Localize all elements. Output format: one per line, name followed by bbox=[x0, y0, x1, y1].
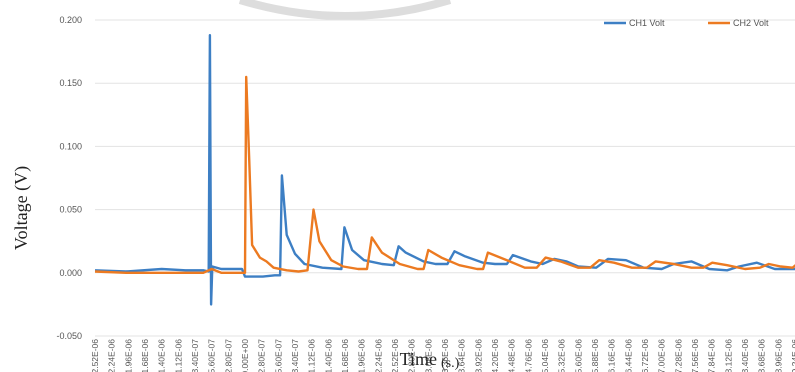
x-tick-label: -1.40E-06 bbox=[157, 339, 167, 372]
x-tick-labels: -2.52E-06 -2.24E-06 -1.96E-06 -1.68E-06 -1.4… bbox=[90, 339, 795, 372]
y-tick-label: 0.150 bbox=[59, 78, 82, 88]
y-tick-label: 0.200 bbox=[59, 15, 82, 25]
x-tick-label: 6.44E-06 bbox=[623, 339, 633, 372]
top-arc-decoration bbox=[238, 0, 452, 20]
x-tick-label: 2.52E-06 bbox=[390, 339, 400, 372]
x-tick-label: 4.76E-06 bbox=[523, 339, 533, 372]
x-tick-label: 8.40E-07 bbox=[290, 339, 300, 372]
x-tick-label: 2.80E-06 bbox=[407, 339, 417, 372]
x-tick-label: 8.96E-06 bbox=[773, 339, 783, 372]
x-tick-label: 5.32E-06 bbox=[557, 339, 567, 372]
y-tick-label: -0.050 bbox=[56, 331, 82, 341]
x-tick-label: 8.40E-06 bbox=[740, 339, 750, 372]
x-tick-label: 2.24E-06 bbox=[373, 339, 383, 372]
x-tick-label: 6.72E-06 bbox=[640, 339, 650, 372]
x-tick-label: -2.24E-06 bbox=[107, 339, 117, 372]
legend-label-ch2: CH2 Volt bbox=[733, 18, 769, 28]
x-tick-label: 1.12E-06 bbox=[307, 339, 317, 372]
x-tick-label: 7.00E-06 bbox=[657, 339, 667, 372]
x-axis-title: Time (s.) bbox=[400, 349, 460, 371]
x-tick-label: 5.04E-06 bbox=[540, 339, 550, 372]
y-axis-title: Voltage (V) bbox=[11, 166, 32, 250]
x-tick-label: 1.40E-06 bbox=[323, 339, 333, 372]
x-tick-label: 5.88E-06 bbox=[590, 339, 600, 372]
series-lines bbox=[94, 34, 795, 306]
x-tick-label: 7.28E-06 bbox=[673, 339, 683, 372]
x-tick-label: -8.40E-07 bbox=[190, 339, 200, 372]
x-tick-label: 7.84E-06 bbox=[707, 339, 717, 372]
x-axis-title-text: Time bbox=[400, 349, 437, 369]
x-tick-label: 6.16E-06 bbox=[607, 339, 617, 372]
x-tick-label: 2.80E-07 bbox=[257, 339, 267, 372]
x-tick-label: -5.60E-07 bbox=[207, 339, 217, 372]
x-axis-title-unit: (s.) bbox=[441, 356, 460, 371]
x-tick-label: 4.48E-06 bbox=[507, 339, 517, 372]
x-tick-label: 4.20E-06 bbox=[490, 339, 500, 372]
x-tick-label: 9.24E-06 bbox=[790, 339, 795, 372]
x-tick-label: 0.00E+00 bbox=[240, 339, 250, 372]
x-tick-label: 3.92E-06 bbox=[473, 339, 483, 372]
y-tick-labels: -0.050 0.000 0.050 0.100 0.150 0.200 bbox=[56, 15, 82, 341]
x-tick-label: -1.12E-06 bbox=[173, 339, 183, 372]
legend: CH1 Volt CH2 Volt bbox=[604, 18, 769, 28]
legend-label-ch1: CH1 Volt bbox=[629, 18, 665, 28]
y-tick-label: 0.000 bbox=[59, 268, 82, 278]
x-tick-label: 7.56E-06 bbox=[690, 339, 700, 372]
x-tick-label: -2.52E-06 bbox=[90, 339, 100, 372]
y-tick-label: 0.050 bbox=[59, 205, 82, 215]
series-line-ch2 bbox=[94, 75, 795, 274]
x-tick-label: 1.96E-06 bbox=[357, 339, 367, 372]
x-tick-label: 3.08E-06 bbox=[423, 339, 433, 372]
x-tick-label: -2.80E-07 bbox=[223, 339, 233, 372]
x-tick-label: 5.60E-06 bbox=[573, 339, 583, 372]
x-tick-label: 3.64E-06 bbox=[457, 339, 467, 372]
x-tick-label: 5.60E-07 bbox=[273, 339, 283, 372]
x-tick-label: -1.68E-06 bbox=[140, 339, 150, 372]
x-tick-label: -1.96E-06 bbox=[123, 339, 133, 372]
x-tick-label: 8.12E-06 bbox=[723, 339, 733, 372]
y-tick-label: 0.100 bbox=[59, 141, 82, 151]
series-line-ch1 bbox=[94, 34, 795, 306]
x-tick-label: 1.68E-06 bbox=[340, 339, 350, 372]
gridlines bbox=[95, 19, 795, 337]
x-tick-label: 3.36E-06 bbox=[440, 339, 450, 372]
x-tick-label: 8.68E-06 bbox=[757, 339, 767, 372]
